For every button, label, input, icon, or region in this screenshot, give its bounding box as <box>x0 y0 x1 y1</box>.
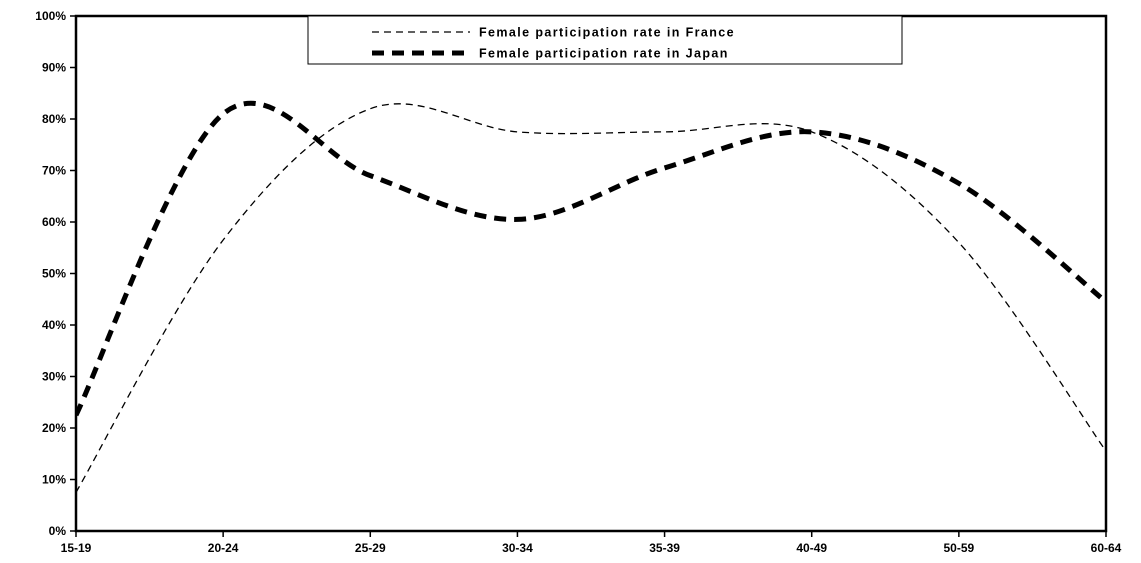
x-tick-label: 50-59 <box>944 541 975 555</box>
y-tick-label: 70% <box>42 164 66 178</box>
plot-area-frame <box>74 14 1108 533</box>
y-tick-label: 40% <box>42 318 66 332</box>
x-tick-label: 40-49 <box>796 541 827 555</box>
x-axis-ticks: 15-19 20-24 25-29 30-34 35-39 40-49 50-59 60-64 <box>61 531 1122 555</box>
legend-label-1: Female participation rate in France <box>479 26 735 40</box>
y-tick-label: 0% <box>49 524 67 538</box>
y-tick-label: 100% <box>35 9 66 23</box>
legend-label-2: Female participation rate in Japan <box>479 47 729 61</box>
series-layer <box>76 100 1106 493</box>
y-tick-label: 50% <box>42 267 66 281</box>
x-tick-label: 20-24 <box>208 541 239 555</box>
legend-box <box>307 15 903 65</box>
x-tick-label: 35-39 <box>649 541 680 555</box>
x-tick-label: 15-19 <box>61 541 92 555</box>
x-tick-label: 60-64 <box>1091 541 1122 555</box>
x-tick-label: 25-29 <box>355 541 386 555</box>
legend: Female participation rate in France Femal… <box>307 15 903 65</box>
y-tick-label: 30% <box>42 370 66 384</box>
series-line-1 <box>76 103 1106 493</box>
y-tick-label: 80% <box>42 112 66 126</box>
y-tick-label: 20% <box>42 421 66 435</box>
series-line-2 <box>76 100 1106 417</box>
y-axis-ticks: 0% 10% 20% 30% 40% 50% 60% 70% 80% 90% 100% <box>35 9 76 538</box>
y-tick-label: 10% <box>42 473 66 487</box>
y-tick-label: 90% <box>42 61 66 75</box>
x-tick-label: 30-34 <box>502 541 533 555</box>
y-tick-label: 60% <box>42 215 66 229</box>
